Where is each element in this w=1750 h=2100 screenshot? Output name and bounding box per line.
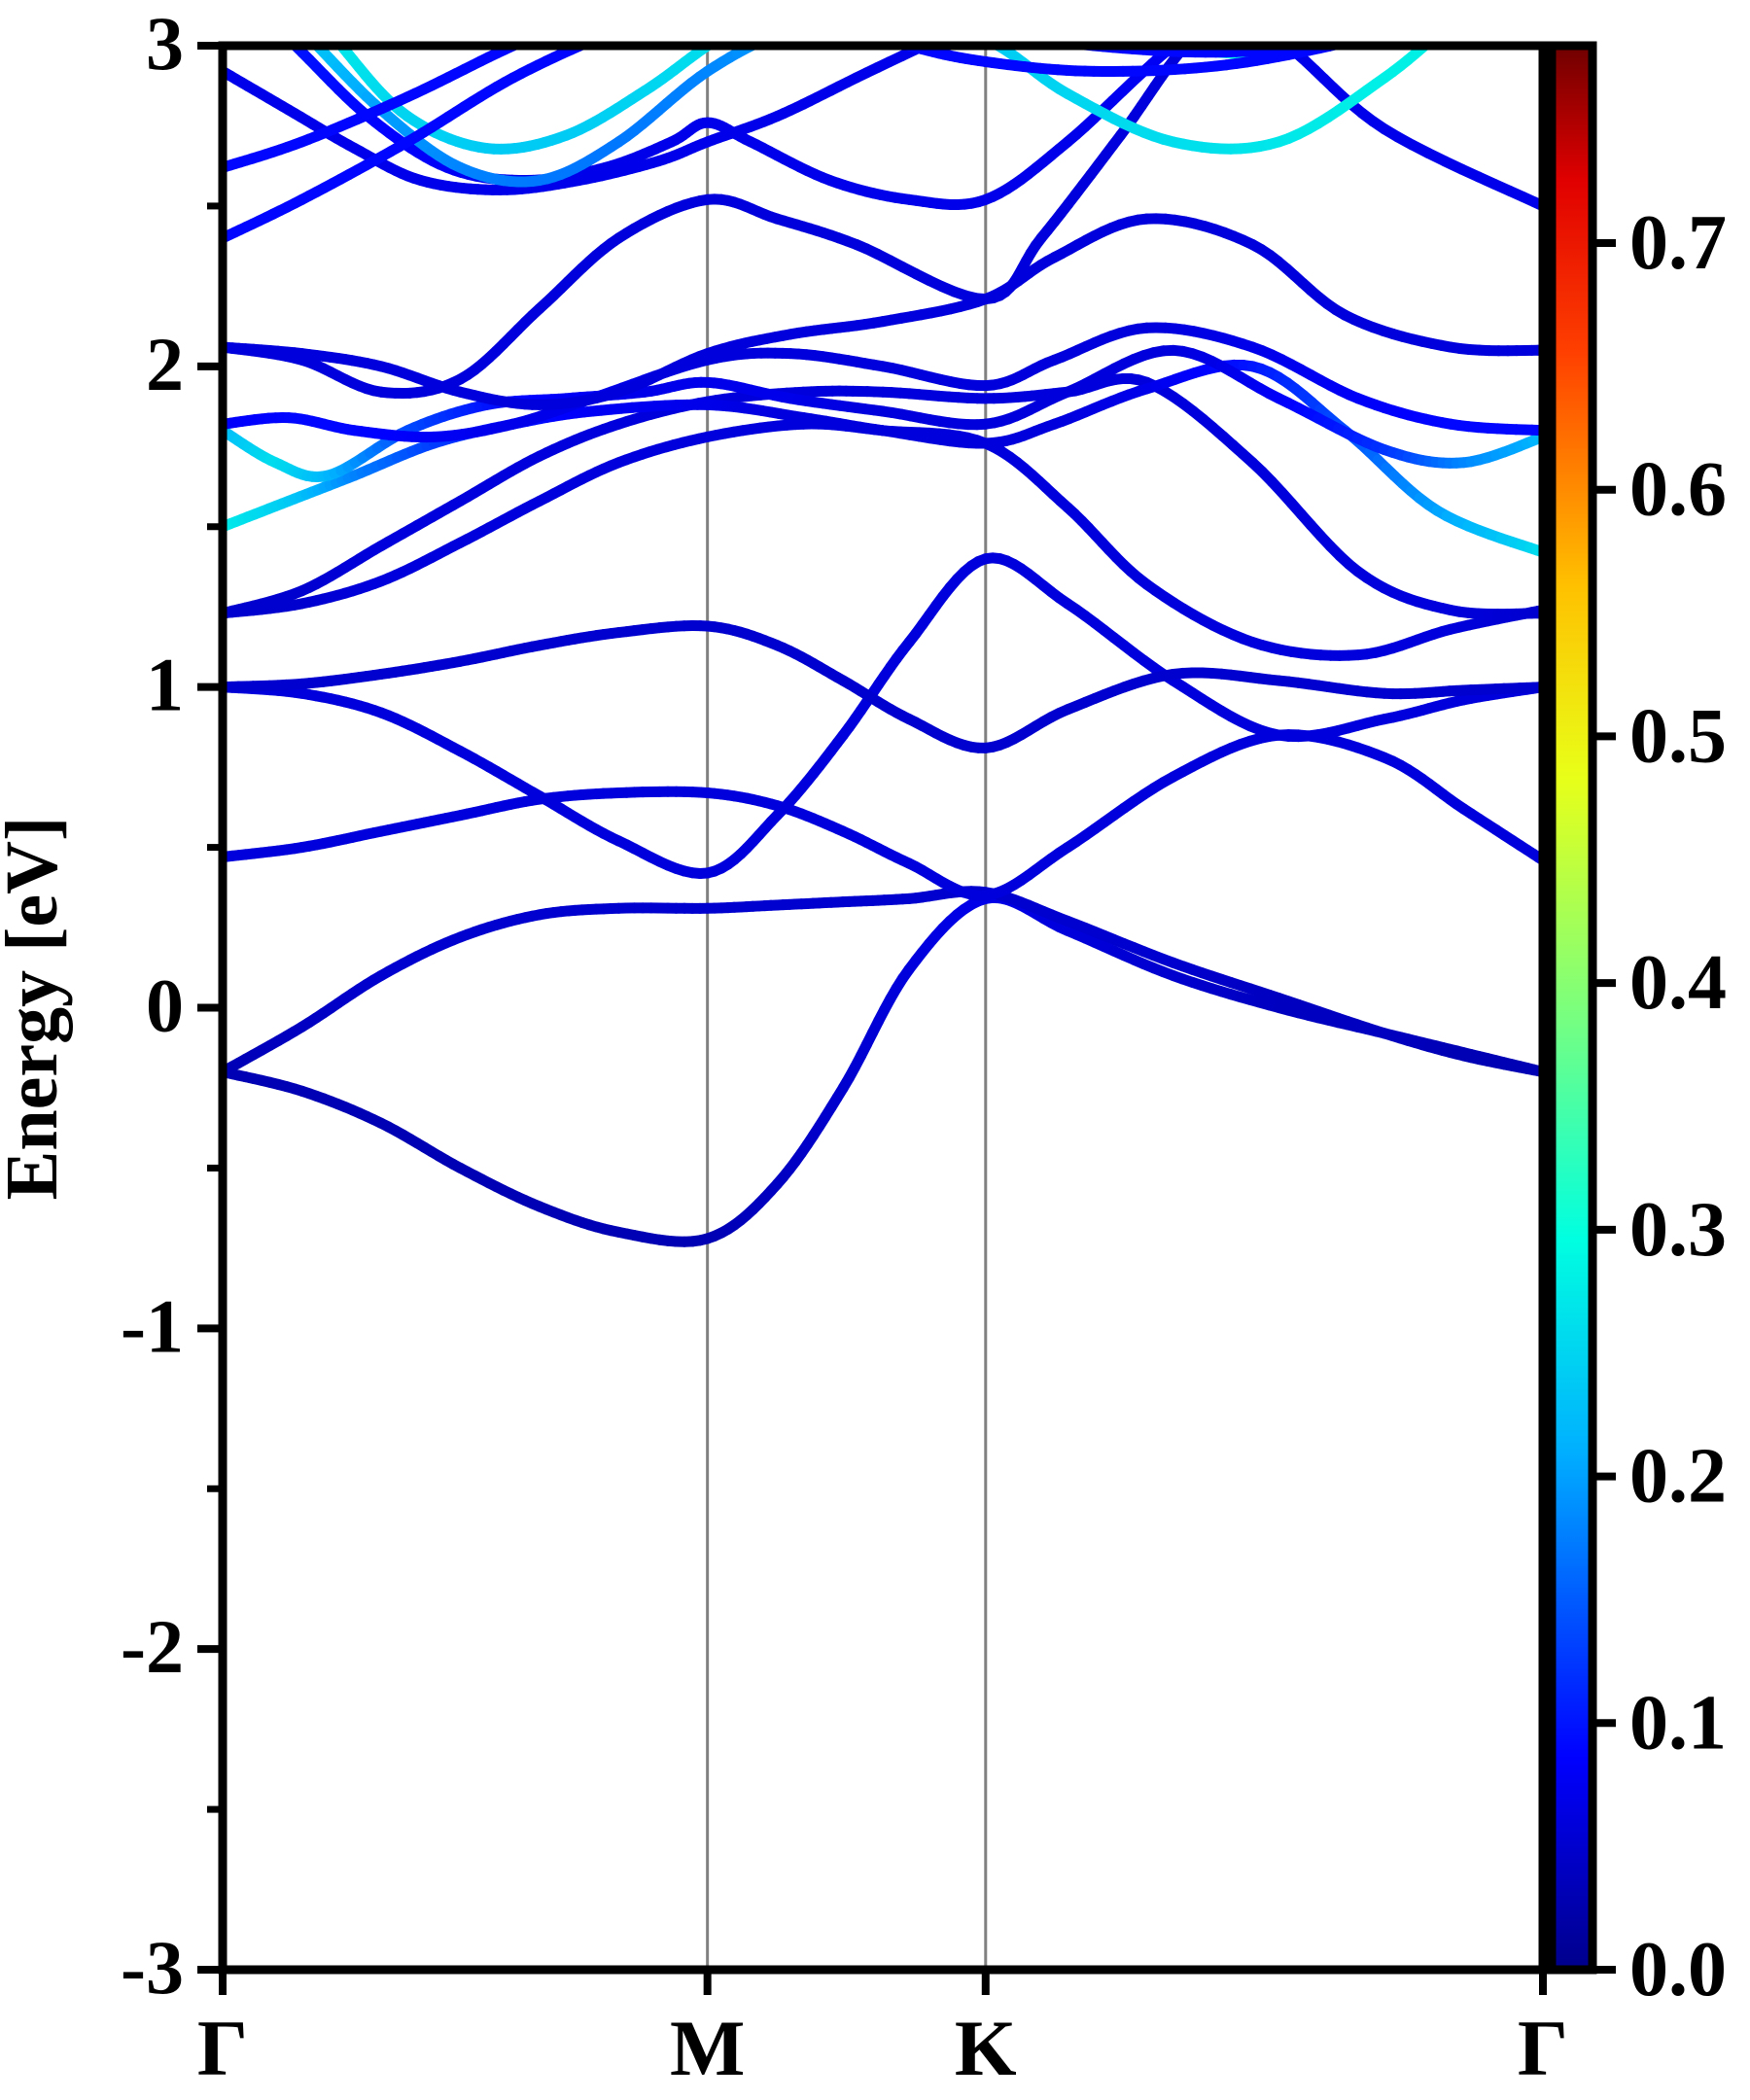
colorbar-tick-label: 0.0 bbox=[1629, 1927, 1727, 2012]
colorbar[interactable] bbox=[1547, 41, 1597, 1975]
colorbar-tick-label: 0.1 bbox=[1629, 1680, 1727, 1766]
band-curve bbox=[223, 729, 1543, 901]
y-tick-label: 3 bbox=[146, 1, 184, 86]
x-tick-label-3: Γ bbox=[1518, 2004, 1568, 2092]
y-tick-label: 1 bbox=[146, 643, 184, 727]
y-tick-label: -3 bbox=[121, 1925, 184, 2010]
y-tick-label: 2 bbox=[146, 322, 184, 406]
colorbar-tick-label: 0.5 bbox=[1629, 693, 1727, 779]
colorbar-gradient[interactable] bbox=[1547, 41, 1597, 1975]
y-tick-label: -2 bbox=[121, 1604, 184, 1689]
y-tick-label: 0 bbox=[146, 963, 184, 1048]
colorbar-ticks bbox=[1592, 238, 1616, 1974]
band-curve bbox=[223, 46, 1354, 244]
colorbar-tick-label: 0.7 bbox=[1629, 200, 1727, 286]
band-curves-group bbox=[223, 46, 1543, 1247]
colorbar-tick-label: 0.3 bbox=[1629, 1187, 1727, 1273]
y-axis-ticks bbox=[197, 42, 223, 1974]
colorbar-tick-label: 0.4 bbox=[1629, 940, 1727, 1026]
x-tick-label-2: K bbox=[955, 2004, 1017, 2092]
band-curve bbox=[223, 620, 1543, 753]
x-tick-label-1: M bbox=[670, 2004, 745, 2092]
y-axis-tick-labels: 3 2 1 0 -1 -2 -3 bbox=[121, 1, 184, 2010]
band-curve bbox=[223, 886, 1543, 1077]
colorbar-tick-label: 0.6 bbox=[1629, 447, 1727, 533]
gridlines bbox=[706, 46, 988, 1970]
x-tick-label-0: Γ bbox=[197, 2004, 248, 2092]
y-axis-title: Energy [eV] bbox=[0, 817, 73, 1201]
y-tick-label: -1 bbox=[121, 1283, 184, 1368]
x-axis-ticks bbox=[219, 1970, 1547, 1995]
colorbar-tick-labels: 0.7 0.6 0.5 0.4 0.3 0.2 0.1 0.0 bbox=[1629, 200, 1727, 2012]
colorbar-tick-label: 0.2 bbox=[1629, 1434, 1727, 1520]
